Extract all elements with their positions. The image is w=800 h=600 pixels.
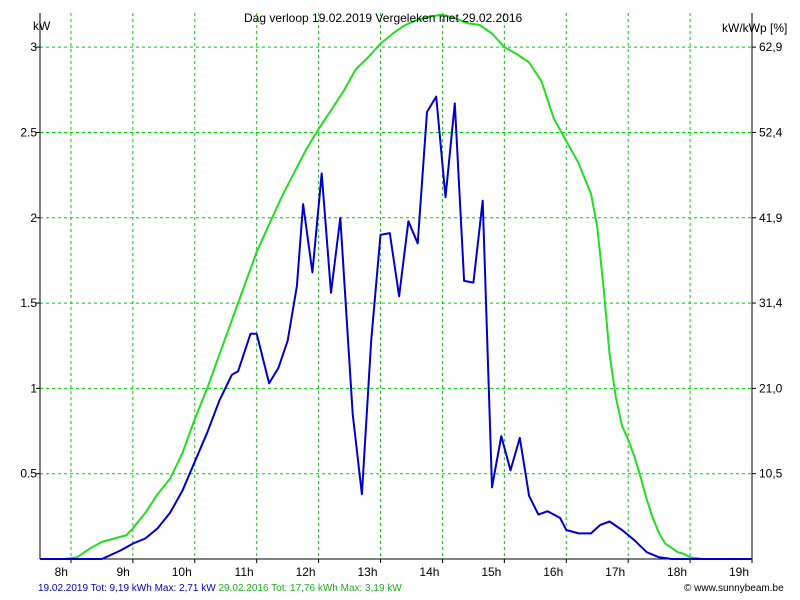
credit: © www.sunnybeam.be: [684, 583, 784, 594]
copyright-icon: ©: [684, 583, 692, 594]
y2-tick-label: 62,9: [759, 40, 783, 54]
y2-tick-label: 31,4: [759, 296, 783, 310]
x-tick-label: 14h: [419, 565, 439, 579]
chart-title: Dag verloop 19.02.2019 Vergeleken met 29…: [244, 11, 523, 25]
x-tick-label: 19h: [729, 565, 749, 579]
y2-tick-label: 52,4: [759, 125, 783, 139]
legend-2016-stats: 29.02.2016 Tot: 17,76 kWh Max: 3,19 kW: [218, 583, 402, 594]
x-tick-label: 16h: [543, 565, 563, 579]
x-tick-label: 15h: [481, 565, 501, 579]
x-tick-label: 8h: [55, 565, 68, 579]
x-tick-label: 18h: [667, 565, 687, 579]
y2-tick-label: 41,9: [759, 211, 783, 225]
y-tick-label: 1.5: [20, 296, 37, 310]
x-tick-label: 17h: [605, 565, 625, 579]
y-tick-label: 3: [30, 40, 37, 54]
y2-tick-label: 10,5: [759, 467, 783, 481]
series-line-29.02.2016: [40, 13, 721, 560]
x-tick-label: 9h: [117, 565, 130, 579]
x-tick-label: 11h: [235, 565, 254, 579]
credit-text: www.sunnybeam.be: [694, 583, 784, 594]
y2-axis-label: kW/kWp [%]: [722, 21, 787, 35]
series-line-19.02.2019: [40, 95, 752, 560]
y2-tick-label: 21,0: [759, 381, 783, 395]
legend: 19.02.2019 Tot: 9,19 kWh Max: 2,71 kW 29…: [38, 583, 402, 594]
y-tick-label: 0.5: [20, 467, 37, 481]
y-axis-label: kW: [33, 19, 51, 33]
x-tick-label: 10h: [172, 565, 192, 579]
grid: [40, 13, 752, 559]
ticks: 8h 9h 10h 11h 12h 13h 14h 15h 16h 17h 18h 19h 0.5 10,…: [20, 40, 782, 579]
legend-2019-stats: 19.02.2019 Tot: 9,19 kWh Max: 2,71 kW: [38, 583, 216, 594]
series: [40, 13, 752, 560]
x-tick-label: 12h: [296, 565, 316, 579]
y-tick-label: 1: [30, 381, 37, 395]
x-tick-label: 13h: [357, 565, 377, 579]
y-tick-label: 2.5: [20, 125, 37, 139]
y-tick-label: 2: [30, 211, 37, 225]
